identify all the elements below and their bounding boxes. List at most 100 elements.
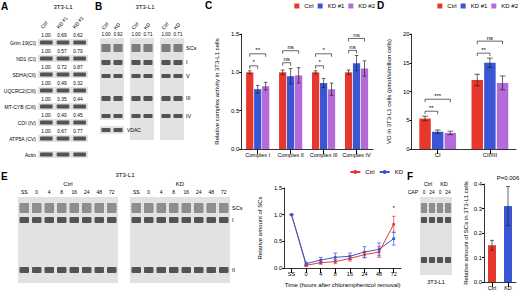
svg-text:Ctrl: Ctrl [63,181,72,187]
svg-text:ND1 (CI): ND1 (CI) [16,56,36,62]
svg-text:0.0: 0.0 [231,146,240,152]
svg-text:**: ** [481,47,486,53]
svg-text:KD: KD [440,181,448,187]
svg-text:1.0: 1.0 [274,212,283,218]
svg-text:KD #2: KD #2 [71,15,85,30]
svg-text:**: ** [255,47,260,53]
svg-text:24: 24 [84,189,90,195]
svg-text:Complex III: Complex III [310,152,338,158]
svg-text:SDHA(CII): SDHA(CII) [12,72,36,78]
svg-text:16: 16 [71,189,77,195]
svg-text:16: 16 [347,271,353,277]
svg-text:ns: ns [353,32,359,38]
svg-text:8: 8 [172,189,175,195]
svg-text:B: B [95,1,102,12]
svg-text:KD: KD [395,169,404,175]
svg-text:KD: KD [504,285,512,291]
svg-text:V: V [186,73,190,79]
svg-text:0.5: 0.5 [231,108,240,114]
svg-text:KD #2: KD #2 [501,3,518,9]
svg-text:16: 16 [183,189,189,195]
svg-text:0.4: 0.4 [474,181,483,187]
svg-text:SS: SS [133,189,140,195]
svg-text:0.92: 0.92 [114,32,123,37]
svg-text:0.40: 0.40 [57,113,67,118]
svg-text:III: III [186,95,191,101]
svg-text:48: 48 [376,271,382,277]
svg-text:1.00: 1.00 [132,32,141,37]
svg-text:Ctrl: Ctrl [304,3,313,9]
svg-text:ns: ns [349,44,355,50]
svg-text:Ctrl: Ctrl [424,181,433,187]
svg-text:E: E [1,171,8,182]
svg-text:1.00: 1.00 [102,32,111,37]
svg-text:4: 4 [48,189,51,195]
svg-text:0.72: 0.72 [57,65,67,70]
svg-text:15: 15 [403,60,410,66]
svg-text:SCs: SCs [232,205,243,211]
svg-text:0: 0 [35,189,38,195]
svg-text:48: 48 [96,189,102,195]
svg-text:0: 0 [439,190,442,195]
svg-text:Grim 19(CI): Grim 19(CI) [10,40,36,46]
svg-text:48: 48 [208,189,214,195]
svg-text:C: C [205,0,212,11]
svg-text:CAP: CAP [408,189,419,195]
svg-text:Actin: Actin [25,152,36,158]
svg-text:I: I [186,59,188,65]
svg-text:3T3-L1: 3T3-L1 [427,279,444,285]
svg-text:72: 72 [221,189,227,195]
svg-text:3T3-L1: 3T3-L1 [135,4,155,10]
svg-text:Complex IV: Complex IV [342,152,371,158]
svg-text:0: 0 [406,146,410,152]
svg-text:UQCRC2(CIII): UQCRC2(CIII) [4,88,37,94]
svg-text:*: * [253,59,256,65]
svg-text:0.35: 0.35 [57,97,67,102]
svg-text:8: 8 [60,189,63,195]
svg-text:24: 24 [429,190,435,195]
svg-text:D: D [377,0,384,11]
svg-text:F: F [407,171,413,182]
svg-text:24: 24 [361,271,367,277]
svg-text:20: 20 [403,31,410,37]
svg-text:1.00: 1.00 [41,113,51,118]
svg-text:KD: KD [176,181,185,187]
svg-text:Ctrl: Ctrl [447,3,456,9]
svg-text:*: * [318,59,321,65]
svg-text:1.00: 1.00 [162,32,171,37]
svg-text:*: * [393,205,396,211]
svg-text:KD #1: KD #1 [55,15,69,30]
svg-text:KD: KD [172,21,181,30]
svg-text:KD #2: KD #2 [358,3,375,9]
svg-text:0.45: 0.45 [73,113,83,118]
svg-text:1.00: 1.00 [41,129,51,134]
svg-text:MT-CYB (CIII): MT-CYB (CIII) [5,104,37,110]
svg-text:72: 72 [391,271,397,277]
svg-text:VDAC: VDAC [127,127,141,133]
svg-text:0.0: 0.0 [474,279,483,285]
svg-text:***: *** [434,93,442,99]
svg-text:Relative complex activity in 3: Relative complex activity in 3T3-L1 cell… [214,38,220,144]
svg-text:ATP5A (CV): ATP5A (CV) [9,136,36,142]
svg-text:KD: KD [112,21,121,30]
svg-text:24: 24 [196,189,202,195]
svg-text:ns: ns [283,56,289,62]
svg-text:Time (hours after chlorampheni: Time (hours after chloramphenicol remova… [285,282,401,288]
svg-text:CI: CI [435,152,441,158]
svg-text:**: ** [429,105,434,111]
svg-text:10: 10 [403,89,410,95]
svg-text:Ctrl: Ctrl [365,169,374,175]
svg-text:1.5: 1.5 [231,31,240,37]
svg-text:3T3-L1: 3T3-L1 [53,4,73,10]
svg-text:COI (IV): COI (IV) [18,120,37,126]
svg-text:Ctrl: Ctrl [100,21,110,31]
svg-text:0.2: 0.2 [474,230,483,236]
svg-text:Ctrl: Ctrl [39,20,49,30]
svg-text:4: 4 [160,189,163,195]
svg-text:IV: IV [186,113,192,119]
svg-text:24: 24 [445,190,451,195]
svg-text:0.70: 0.70 [73,49,83,54]
svg-text:1.00: 1.00 [41,65,51,70]
svg-text:CII/III: CII/III [483,152,498,158]
svg-text:0.71: 0.71 [144,32,153,37]
